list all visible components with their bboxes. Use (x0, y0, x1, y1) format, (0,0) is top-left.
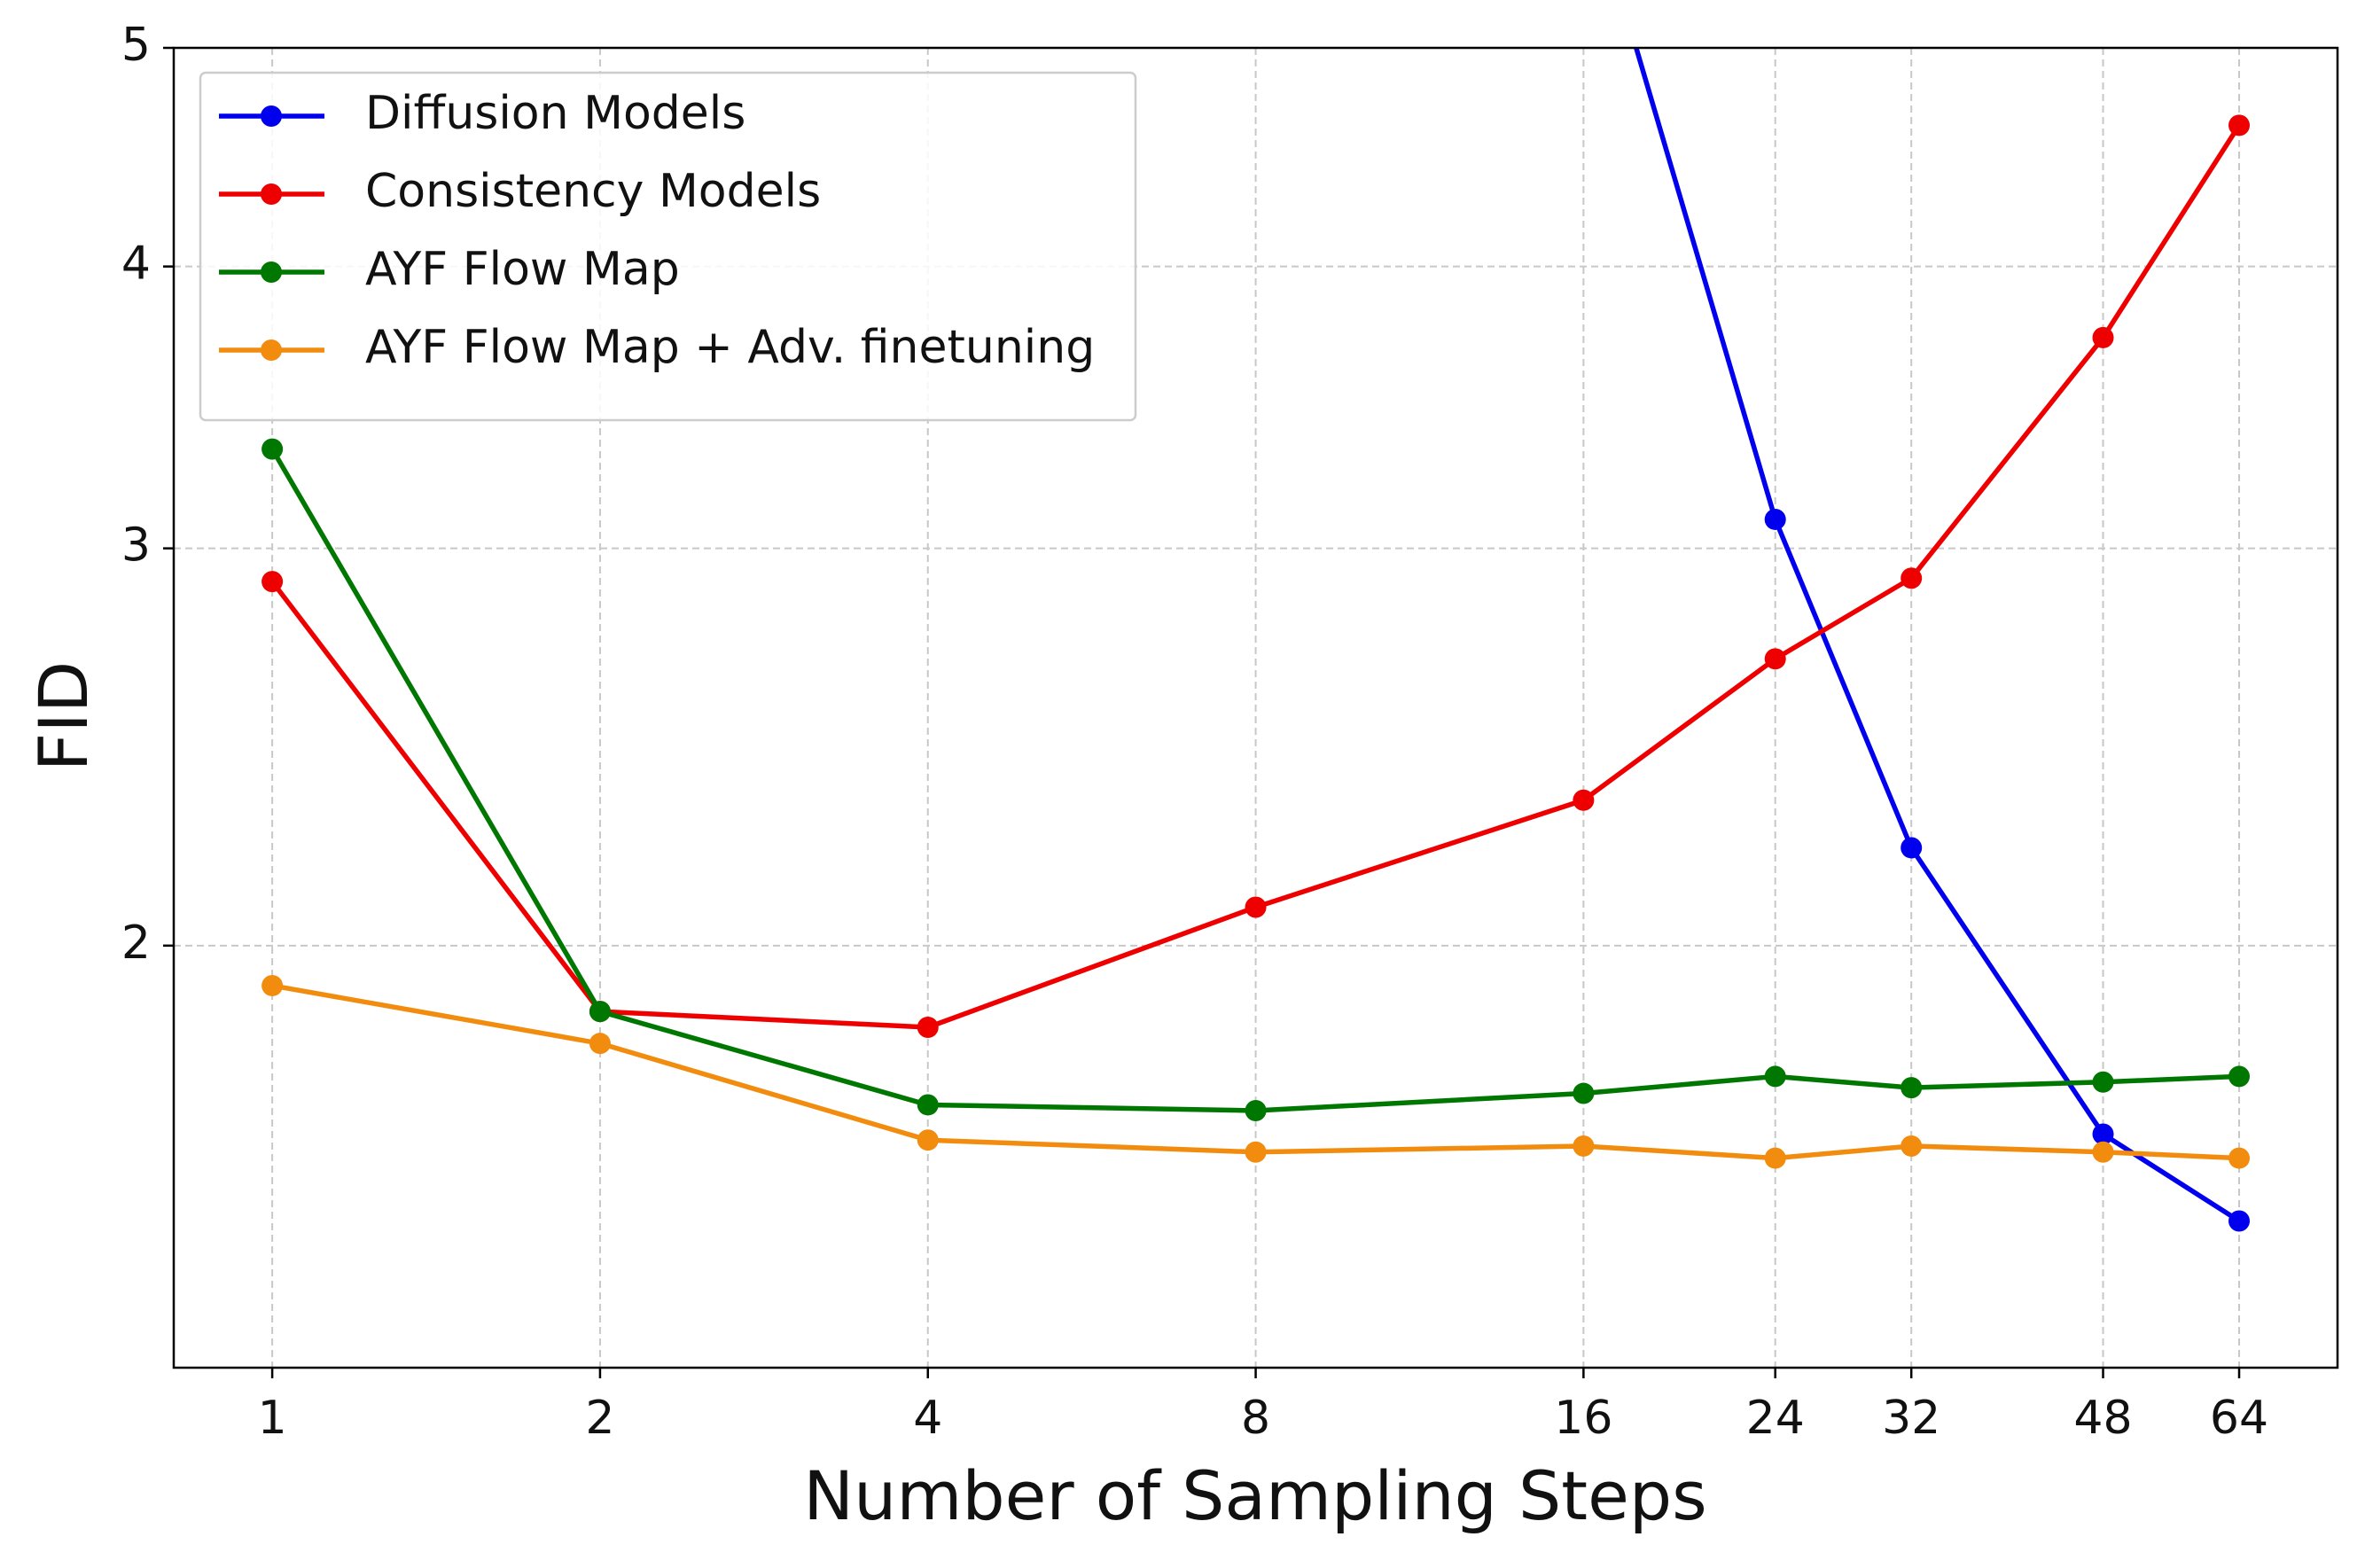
data-point (1901, 837, 1923, 859)
data-point (1573, 1082, 1595, 1104)
data-point (2228, 114, 2251, 137)
x-tick-label: 1 (258, 1392, 287, 1445)
data-point (1245, 1099, 1267, 1121)
x-tick-label: 64 (2210, 1392, 2268, 1445)
x-tick-label: 32 (1882, 1392, 1940, 1445)
data-point (1764, 1147, 1786, 1169)
x-tick-label: 8 (1241, 1392, 1270, 1445)
data-point (2228, 1210, 2251, 1232)
data-point (2228, 1065, 2251, 1088)
data-point (1573, 1135, 1595, 1157)
data-point (261, 974, 284, 996)
data-point (261, 571, 284, 593)
data-point (2092, 1071, 2114, 1093)
y-tick-label: 3 (121, 519, 151, 573)
legend-marker (261, 339, 282, 361)
data-point (1245, 1141, 1267, 1163)
data-point (1764, 1065, 1786, 1088)
x-tick-label: 24 (1746, 1392, 1805, 1445)
x-tick-label: 48 (2073, 1392, 2132, 1445)
legend-label: AYF Flow Map (365, 243, 680, 296)
x-tick-label: 2 (585, 1392, 614, 1445)
legend-label: Diffusion Models (365, 87, 745, 140)
data-point (1764, 508, 1786, 530)
legend-marker (261, 183, 282, 205)
data-point (1901, 1077, 1923, 1099)
data-point (2092, 1123, 2114, 1145)
x-tick-label: 16 (1554, 1392, 1612, 1445)
data-point (2228, 1147, 2251, 1169)
data-point (1573, 789, 1595, 811)
legend-box (199, 71, 1137, 422)
data-point (917, 1016, 939, 1038)
legend-marker (261, 261, 282, 283)
data-point (2092, 326, 2114, 348)
series-layer (261, 48, 2251, 1232)
y-tick-label: 4 (121, 238, 151, 291)
data-point (1901, 1135, 1923, 1157)
data-point (2092, 1141, 2114, 1163)
data-point (589, 1001, 611, 1023)
legend: Diffusion Models Consistency Models AYF Fl… (199, 71, 1137, 422)
y-tick-label: 2 (121, 917, 151, 970)
data-point (261, 438, 284, 460)
legend-label: AYF Flow Map + Adv. finetuning (365, 321, 1095, 374)
y-axis-label: FID (24, 661, 103, 772)
data-point (917, 1129, 939, 1151)
data-point (589, 1033, 611, 1055)
data-point (1901, 567, 1923, 589)
legend-label: Consistency Models (365, 165, 821, 218)
data-point (1764, 648, 1786, 670)
legend-marker (261, 105, 282, 127)
data-point (917, 1094, 939, 1116)
x-axis-label: Number of Sampling Steps (803, 1456, 1706, 1535)
y-tick-label: 5 (121, 19, 151, 72)
data-point (1245, 896, 1267, 918)
x-tick-label: 4 (913, 1392, 942, 1445)
